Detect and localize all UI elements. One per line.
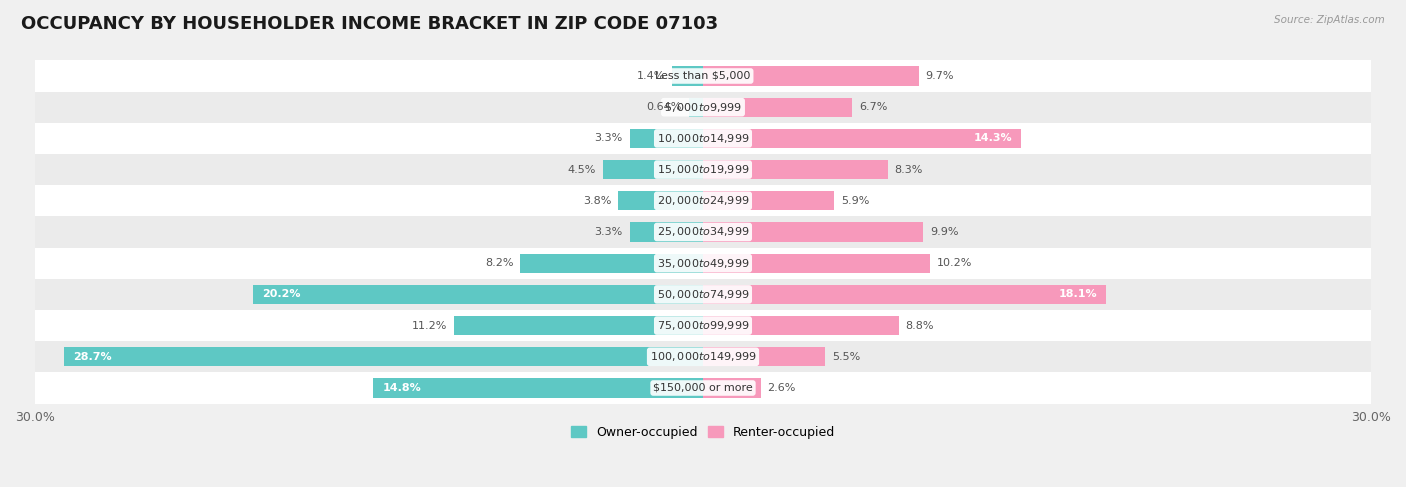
Bar (672, 66, 703, 86)
Bar (35, 60, 1371, 92)
Text: 14.8%: 14.8% (382, 383, 420, 393)
Text: 18.1%: 18.1% (1059, 289, 1097, 300)
Text: $150,000 or more: $150,000 or more (654, 383, 752, 393)
Bar (35, 310, 1371, 341)
Text: Less than $5,000: Less than $5,000 (655, 71, 751, 81)
Text: $15,000 to $19,999: $15,000 to $19,999 (657, 163, 749, 176)
Text: OCCUPANCY BY HOUSEHOLDER INCOME BRACKET IN ZIP CODE 07103: OCCUPANCY BY HOUSEHOLDER INCOME BRACKET … (21, 15, 718, 33)
Bar (630, 223, 703, 242)
Bar (703, 316, 898, 335)
Bar (35, 373, 1371, 404)
Text: 9.9%: 9.9% (931, 227, 959, 237)
Bar (703, 254, 931, 273)
Bar (703, 223, 924, 242)
Text: 8.3%: 8.3% (894, 165, 922, 175)
Bar (703, 97, 852, 117)
Text: 5.5%: 5.5% (832, 352, 860, 362)
Text: 9.7%: 9.7% (925, 71, 955, 81)
Bar (253, 285, 703, 304)
Bar (703, 285, 1107, 304)
Bar (703, 378, 761, 398)
Text: 6.7%: 6.7% (859, 102, 887, 112)
Text: $5,000 to $9,999: $5,000 to $9,999 (664, 101, 742, 113)
Bar (703, 160, 887, 179)
Bar (35, 216, 1371, 247)
Bar (374, 378, 703, 398)
Bar (520, 254, 703, 273)
Bar (35, 92, 1371, 123)
Text: $50,000 to $74,999: $50,000 to $74,999 (657, 288, 749, 301)
Legend: Owner-occupied, Renter-occupied: Owner-occupied, Renter-occupied (567, 421, 839, 444)
Bar (35, 247, 1371, 279)
Text: 5.9%: 5.9% (841, 196, 869, 206)
Bar (703, 66, 920, 86)
Text: 8.8%: 8.8% (905, 320, 934, 331)
Text: Source: ZipAtlas.com: Source: ZipAtlas.com (1274, 15, 1385, 25)
Text: 28.7%: 28.7% (73, 352, 111, 362)
Bar (35, 123, 1371, 154)
Text: 2.6%: 2.6% (768, 383, 796, 393)
Bar (35, 154, 1371, 185)
Bar (619, 191, 703, 210)
Bar (63, 347, 703, 366)
Text: 0.64%: 0.64% (647, 102, 682, 112)
Text: 10.2%: 10.2% (936, 258, 972, 268)
Text: 3.3%: 3.3% (595, 227, 623, 237)
Text: 4.5%: 4.5% (568, 165, 596, 175)
Text: $75,000 to $99,999: $75,000 to $99,999 (657, 319, 749, 332)
Text: $20,000 to $24,999: $20,000 to $24,999 (657, 194, 749, 207)
Bar (703, 191, 834, 210)
Bar (689, 97, 703, 117)
Text: 14.3%: 14.3% (974, 133, 1012, 143)
Text: 8.2%: 8.2% (485, 258, 513, 268)
Bar (454, 316, 703, 335)
Bar (35, 341, 1371, 373)
Text: 3.8%: 3.8% (583, 196, 612, 206)
Bar (703, 129, 1021, 148)
Text: $25,000 to $34,999: $25,000 to $34,999 (657, 225, 749, 239)
Text: 11.2%: 11.2% (412, 320, 447, 331)
Text: 1.4%: 1.4% (637, 71, 665, 81)
Bar (35, 185, 1371, 216)
Text: $35,000 to $49,999: $35,000 to $49,999 (657, 257, 749, 270)
Bar (35, 279, 1371, 310)
Bar (603, 160, 703, 179)
Text: $10,000 to $14,999: $10,000 to $14,999 (657, 132, 749, 145)
Text: 3.3%: 3.3% (595, 133, 623, 143)
Bar (630, 129, 703, 148)
Text: $100,000 to $149,999: $100,000 to $149,999 (650, 350, 756, 363)
Bar (703, 347, 825, 366)
Text: 20.2%: 20.2% (262, 289, 301, 300)
